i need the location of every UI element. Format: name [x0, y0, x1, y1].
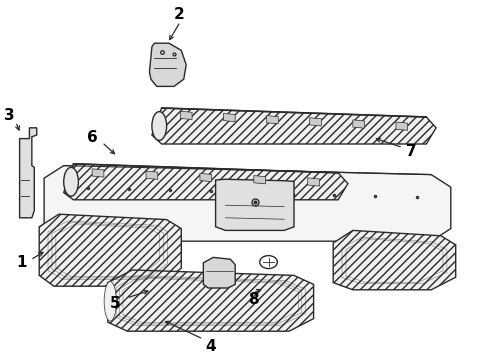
Ellipse shape: [64, 167, 78, 196]
Ellipse shape: [152, 112, 167, 140]
Text: 1: 1: [17, 255, 27, 270]
Circle shape: [260, 256, 277, 269]
Polygon shape: [254, 176, 266, 184]
Text: 3: 3: [4, 108, 15, 123]
Polygon shape: [20, 128, 37, 218]
Polygon shape: [149, 43, 186, 86]
Polygon shape: [39, 214, 181, 286]
Polygon shape: [216, 179, 294, 230]
Polygon shape: [308, 178, 319, 186]
Polygon shape: [108, 270, 314, 331]
Polygon shape: [64, 164, 348, 200]
Text: 5: 5: [110, 296, 121, 311]
Polygon shape: [203, 257, 235, 288]
Text: 7: 7: [406, 144, 417, 159]
Polygon shape: [146, 171, 158, 179]
Polygon shape: [310, 118, 321, 126]
Polygon shape: [92, 169, 104, 177]
Polygon shape: [333, 230, 456, 290]
Polygon shape: [200, 173, 212, 181]
Text: 4: 4: [205, 339, 216, 354]
Polygon shape: [152, 108, 436, 144]
Polygon shape: [396, 122, 408, 130]
Ellipse shape: [104, 282, 117, 321]
Polygon shape: [44, 166, 451, 241]
Text: 2: 2: [173, 7, 184, 22]
Polygon shape: [267, 116, 278, 124]
Polygon shape: [180, 111, 192, 120]
Polygon shape: [353, 120, 365, 128]
Text: 8: 8: [248, 292, 259, 307]
Text: 6: 6: [87, 130, 98, 145]
Polygon shape: [223, 113, 235, 122]
